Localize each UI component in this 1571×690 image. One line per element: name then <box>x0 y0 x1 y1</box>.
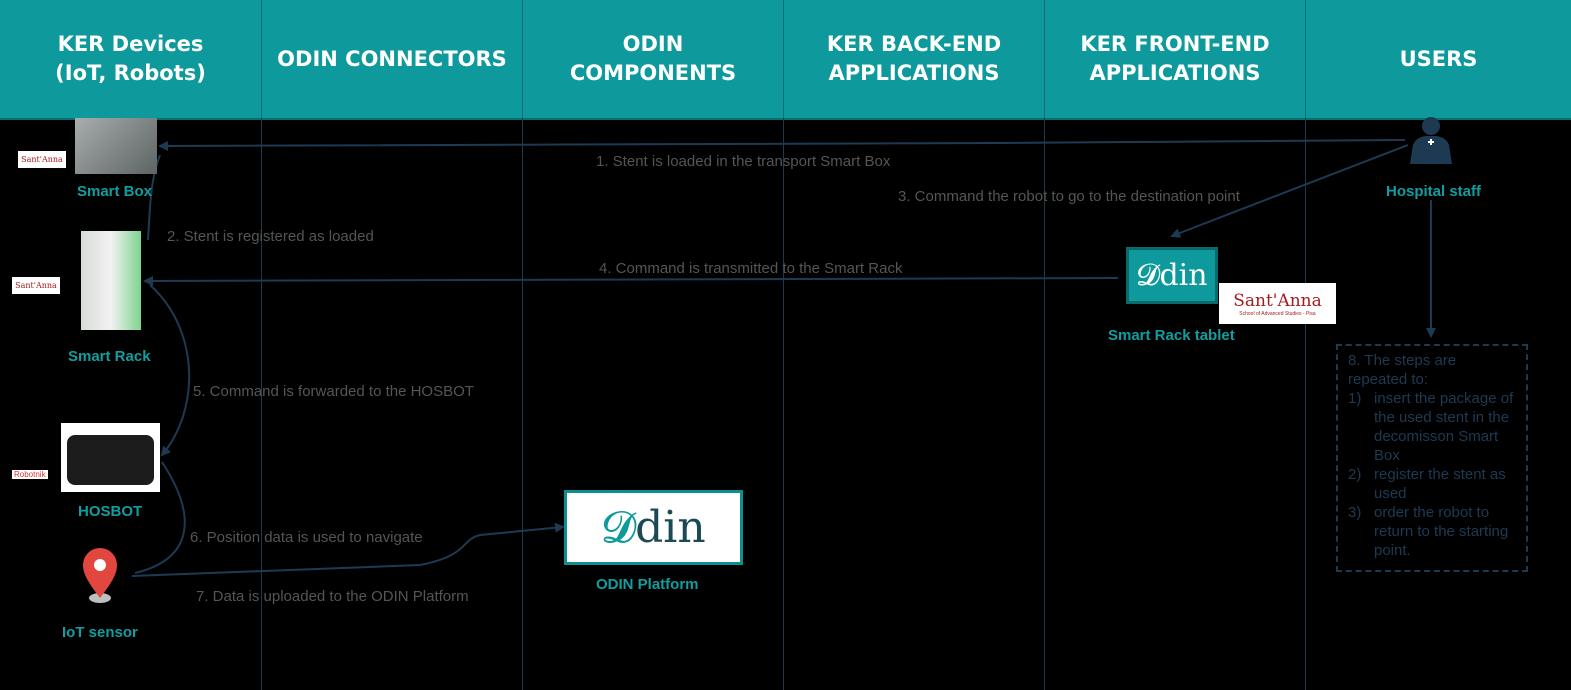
note-item: 2) register the stent as used <box>1348 466 1506 502</box>
smart-box-label: Smart Box <box>77 183 153 200</box>
step-1-label: 1. Stent is loaded in the transport Smar… <box>596 153 891 170</box>
arrow-step-2 <box>147 154 161 241</box>
header-odin-components: ODIN COMPONENTS <box>523 0 784 118</box>
step-6-label: 6. Position data is used to navigate <box>190 529 423 546</box>
step-4-label: 4. Command is transmitted to the Smart R… <box>599 260 903 277</box>
hosbot-label: HOSBOT <box>78 503 143 520</box>
smart-rack-tablet-image: 𝓓din <box>1126 247 1218 304</box>
santanna-logo: Sant'Anna <box>12 277 60 294</box>
arrow-step-3 <box>1170 144 1409 238</box>
header-odin-connectors: ODIN CONNECTORS <box>262 0 523 118</box>
lane-divider <box>522 118 523 690</box>
odin-platform-label: ODIN Platform <box>596 576 699 593</box>
header-ker-frontend: KER FRONT-END APPLICATIONS <box>1045 0 1306 118</box>
smart-rack-image <box>81 231 141 330</box>
lane-divider <box>1044 118 1045 690</box>
repeat-steps-note: 8. The steps are repeated to: 1) insert t… <box>1336 344 1528 572</box>
arrow-step-7 <box>131 522 565 577</box>
lane-divider <box>783 118 784 690</box>
arrow-step-5 <box>149 284 191 457</box>
step-3-label: 3. Command the robot to go to the destin… <box>898 188 1240 205</box>
hospital-staff-icon <box>1410 117 1452 164</box>
note-item: 1) insert the package of the used stent i… <box>1348 390 1514 464</box>
smart-rack-tablet-label: Smart Rack tablet <box>1108 327 1235 344</box>
note-item: 3) order the robot to return to the start… <box>1348 504 1509 559</box>
header-users: USERS <box>1306 0 1571 118</box>
robotnik-logo: Robotnik <box>12 470 48 479</box>
lane-divider <box>261 118 262 690</box>
hospital-staff-label: Hospital staff <box>1386 183 1482 200</box>
smart-rack-label: Smart Rack <box>68 348 151 365</box>
arrow-step-1 <box>158 139 1406 151</box>
santanna-pisa-logo: Sant'Anna School of Advanced Studies - P… <box>1219 283 1336 324</box>
header-divider <box>0 118 1571 120</box>
smart-box-image <box>75 118 157 174</box>
location-pin-icon <box>83 548 117 603</box>
step-7-label: 7. Data is uploaded to the ODIN Platform <box>196 588 469 605</box>
note-intro: 8. The steps are repeated to: <box>1348 352 1457 388</box>
step-5-label: 5. Command is forwarded to the HOSBOT <box>193 383 474 400</box>
lane-divider <box>1305 118 1306 690</box>
header-ker-backend: KER BACK-END APPLICATIONS <box>784 0 1045 118</box>
santanna-logo: Sant'Anna <box>18 151 66 168</box>
arrow-step-6 <box>134 461 186 574</box>
hosbot-image <box>61 423 160 492</box>
step-2-label: 2. Stent is registered as loaded <box>167 228 374 245</box>
arrow-step-4 <box>143 275 1119 286</box>
note-list: 1) insert the package of the used stent i… <box>1348 389 1516 560</box>
header-ker-devices: KER Devices (IoT, Robots) <box>0 0 262 118</box>
iot-sensor-label: IoT sensor <box>62 624 138 641</box>
odin-platform-logo: 𝓓din <box>564 490 743 565</box>
